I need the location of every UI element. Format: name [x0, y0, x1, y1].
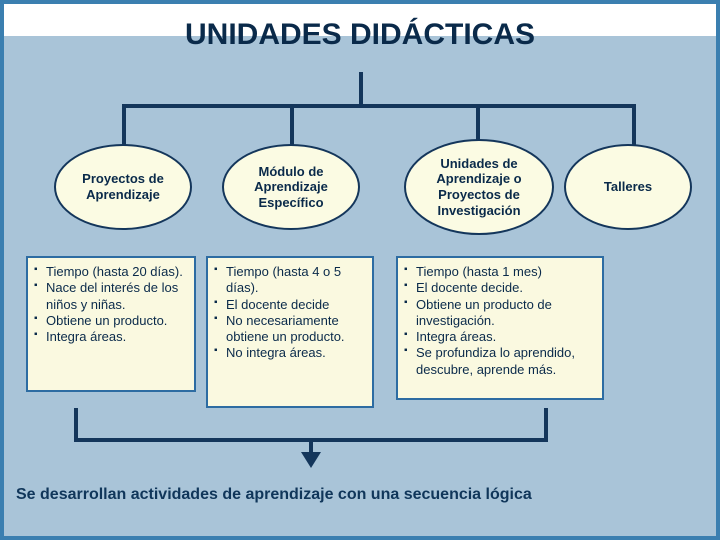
detail-item: Obtiene un producto de investigación. — [416, 297, 596, 330]
detail-box: Tiempo (hasta 4 o 5 días).El docente dec… — [206, 256, 374, 408]
detail-list: Tiempo (hasta 20 días).Nace del interés … — [32, 264, 188, 345]
detail-box: Tiempo (hasta 20 días).Nace del interés … — [26, 256, 196, 392]
detail-item: Integra áreas. — [46, 329, 188, 345]
ellipse-label: Talleres — [604, 179, 652, 195]
detail-item: El docente decide. — [416, 280, 596, 296]
ellipse-label: Módulo deAprendizajeEspecífico — [254, 164, 328, 211]
detail-item: Tiempo (hasta 4 o 5 días). — [226, 264, 366, 297]
footer-text: Se desarrollan actividades de aprendizaj… — [16, 486, 704, 504]
detail-item: No integra áreas. — [226, 345, 366, 361]
detail-item: No necesariamente obtiene un producto. — [226, 313, 366, 346]
category-ellipse: Proyectos deAprendizaje — [54, 144, 192, 230]
category-ellipse: Unidades deAprendizaje oProyectos deInve… — [404, 139, 554, 235]
detail-list: Tiempo (hasta 4 o 5 días).El docente dec… — [212, 264, 366, 362]
detail-item: El docente decide — [226, 297, 366, 313]
detail-list: Tiempo (hasta 1 mes)El docente decide.Ob… — [402, 264, 596, 378]
detail-item: Integra áreas. — [416, 329, 596, 345]
category-ellipse: Módulo deAprendizajeEspecífico — [222, 144, 360, 230]
detail-item: Tiempo (hasta 1 mes) — [416, 264, 596, 280]
ellipse-label: Unidades deAprendizaje oProyectos deInve… — [436, 156, 521, 218]
category-ellipse: Talleres — [564, 144, 692, 230]
slide-frame: UNIDADES DIDÁCTICAS Proyectos deAprendiz… — [0, 0, 720, 540]
detail-item: Se profundiza lo aprendido, descubre, ap… — [416, 345, 596, 378]
detail-item: Tiempo (hasta 20 días). — [46, 264, 188, 280]
detail-box: Tiempo (hasta 1 mes)El docente decide.Ob… — [396, 256, 604, 400]
ellipse-label: Proyectos deAprendizaje — [82, 171, 164, 202]
detail-item: Nace del interés de los niños y niñas. — [46, 280, 188, 313]
detail-item: Obtiene un producto. — [46, 313, 188, 329]
